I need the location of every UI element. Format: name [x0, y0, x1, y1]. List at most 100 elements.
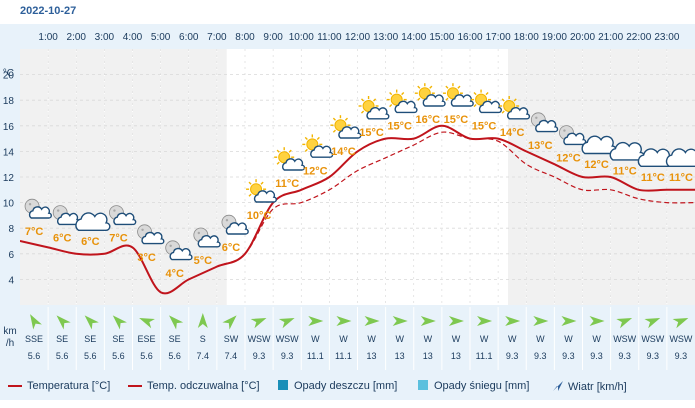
x-tick-label: 12:00	[345, 32, 370, 43]
hourly-temp-label: 12°C	[556, 153, 581, 165]
cloud-shape	[422, 94, 446, 107]
wind-arrow	[30, 314, 42, 330]
wind-arrow	[533, 316, 549, 326]
moon-cloud-icon	[165, 240, 193, 261]
legend-wind-label: Wiatr [km/h]	[568, 381, 627, 393]
forecast-chart: 1:00 2:00 3:00 4:00 5:00 6:00 7:00 8:00 9:00 10:0…	[3, 32, 695, 372]
cloud-shape	[665, 148, 695, 167]
wind-speed-label: 7.4	[225, 351, 238, 361]
wind-arrow	[197, 313, 208, 328]
hourly-temp-label: 12°C	[303, 165, 328, 177]
hourly-temp-label: 14°C	[331, 146, 356, 158]
forecast-date: 2022-10-27	[20, 5, 77, 17]
x-tick-label: 16:00	[457, 32, 482, 43]
wind-arrow	[278, 318, 295, 329]
wind-arrow-shape	[616, 318, 633, 329]
wind-arrow	[477, 316, 493, 326]
sun-ray	[417, 85, 421, 89]
legend-item-rain: Opady deszczu [mm]	[278, 380, 397, 392]
sun-ray	[473, 104, 477, 108]
cloud-shape	[253, 190, 277, 203]
cloud-shape	[113, 212, 137, 226]
cloud-shape	[75, 212, 111, 231]
sun-ray	[276, 161, 280, 165]
hourly-temp-label: 15°C	[472, 121, 497, 133]
sun-ray	[248, 181, 252, 185]
wind-direction-label: ESE	[138, 334, 156, 344]
moon-cloud-icon	[193, 227, 221, 248]
wind-arrow	[589, 316, 605, 326]
sun-cloud-icon	[246, 179, 277, 203]
cloud-shape	[535, 119, 559, 133]
sun-ray	[332, 117, 336, 121]
sun-cloud-icon	[358, 96, 390, 120]
wind-direction-label: W	[339, 334, 348, 344]
wind-direction-label: WSW	[641, 334, 664, 344]
snow-swatch	[418, 380, 428, 390]
wind-arrow-shape	[139, 318, 155, 329]
wind-arrow-shape	[672, 318, 689, 329]
wind-arrow	[222, 315, 237, 330]
hourly-temp-label: 10°C	[247, 210, 272, 222]
wind-speed-label: 13	[367, 351, 377, 361]
x-tick-label: 13:00	[373, 32, 398, 43]
sun-ray	[473, 92, 477, 96]
hourly-temp-label: 15°C	[444, 114, 469, 126]
sun-cloud-icon	[499, 96, 531, 120]
wind-arrow	[56, 315, 71, 330]
moon-crater	[535, 116, 538, 120]
wind-direction-label: W	[367, 334, 376, 344]
moon-cloud-icon	[24, 198, 52, 219]
moon-crater	[197, 231, 201, 235]
wind-arrow	[392, 316, 408, 326]
wind-arrow	[169, 315, 184, 330]
sun-ray	[304, 148, 308, 152]
hourly-temp-label: 15°C	[359, 127, 384, 139]
wind-arrow	[308, 316, 324, 326]
sun-ray	[288, 149, 292, 153]
legend-temperature-label: Temperatura [°C]	[27, 380, 111, 392]
wind-unit-line2: /h	[6, 338, 14, 349]
hourly-temp-label: 12°C	[584, 159, 609, 171]
cloud-shape	[197, 235, 221, 248]
wind-arrow-shape	[561, 316, 577, 326]
moon-cloud-icon	[559, 125, 587, 146]
legend-snow-label: Opady śniegu [mm]	[434, 380, 530, 392]
cloud-icon	[75, 212, 111, 231]
wind-direction-label: W	[480, 334, 489, 344]
wind-speed-label: 9.3	[590, 351, 603, 361]
wind-speed-label: 13	[423, 351, 433, 361]
x-tick-label: 6:00	[179, 32, 199, 43]
rain-swatch	[278, 380, 288, 390]
x-tick-label: 4:00	[123, 32, 143, 43]
y-axis-unit: °C	[3, 68, 14, 79]
temperature-line	[20, 124, 695, 295]
y-tick-label: 6	[8, 250, 14, 261]
wind-arrow-shape	[222, 315, 237, 330]
wind-direction-label: W	[424, 334, 433, 344]
sun-ray	[429, 85, 433, 89]
wind-arrow-shape	[644, 318, 661, 329]
sun-ray	[373, 98, 377, 102]
hourly-temp-label: 13°C	[528, 140, 553, 152]
wind-direction-label: WSW	[613, 334, 636, 344]
sun-cloud-icon	[302, 134, 334, 158]
wind-direction-label: SW	[224, 334, 239, 344]
wind-arrow-icon	[553, 381, 563, 391]
wind-arrow-shape	[197, 313, 208, 328]
wind-arrow	[336, 316, 352, 326]
cloud-shape	[28, 206, 52, 219]
forecast-chart-panel: 1:00 2:00 3:00 4:00 5:00 6:00 7:00 8:00 9:00 10:0…	[0, 24, 695, 372]
sun-ray	[445, 97, 449, 101]
moon-crater	[141, 228, 144, 231]
moon-crater	[56, 209, 60, 212]
wind-direction-label: SE	[56, 334, 68, 344]
sun-cloud-icon	[330, 115, 362, 139]
wind-speed-label: 11.1	[307, 351, 324, 361]
legend-item-temperature: Temperatura [°C]	[8, 380, 110, 392]
wind-arrow-shape	[533, 316, 549, 326]
x-tick-label: 11:00	[317, 32, 342, 43]
wind-arrow-shape	[278, 318, 295, 329]
moon-crater	[169, 244, 172, 247]
hourly-temp-label: 14°C	[500, 127, 525, 139]
